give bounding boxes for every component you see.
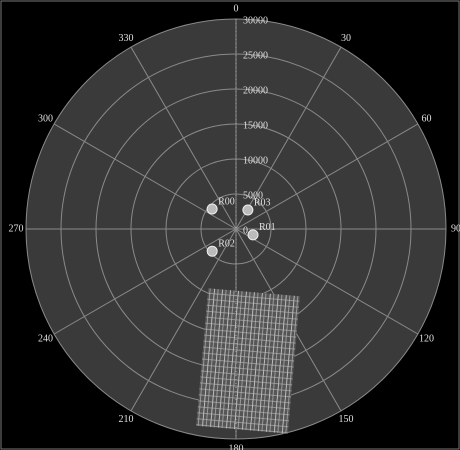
point-label: R01 xyxy=(259,222,276,233)
r-tick-label: 30000 xyxy=(243,15,268,26)
point xyxy=(207,204,217,214)
theta-tick-label: 180 xyxy=(229,443,244,450)
theta-tick-label: 330 xyxy=(119,33,134,44)
theta-tick-label: 240 xyxy=(38,333,53,344)
chart: 0500010000150002000025000300000306090120… xyxy=(0,0,460,450)
theta-tick-label: 30 xyxy=(341,33,351,44)
r-tick-label: 25000 xyxy=(243,50,268,61)
theta-tick-label: 0 xyxy=(234,3,239,14)
r-tick-label: 10000 xyxy=(243,155,268,166)
theta-tick-label: 210 xyxy=(119,414,134,425)
point xyxy=(243,205,253,215)
theta-tick-label: 270 xyxy=(9,223,24,234)
theta-tick-label: 60 xyxy=(422,113,432,124)
theta-tick-label: 120 xyxy=(419,333,434,344)
theta-tick-label: 90 xyxy=(451,223,460,234)
point xyxy=(207,246,217,256)
theta-tick-label: 300 xyxy=(38,113,53,124)
theta-tick-label: 150 xyxy=(339,414,354,425)
r-tick-label: 20000 xyxy=(243,85,268,96)
point-label: R02 xyxy=(218,238,235,249)
r-tick-label: 15000 xyxy=(243,120,268,131)
page: 0500010000150002000025000300000306090120… xyxy=(0,0,460,450)
point-label: R03 xyxy=(254,197,271,208)
sonar-image xyxy=(196,288,300,433)
r-tick-label: 0 xyxy=(243,225,248,236)
point-label: R00 xyxy=(218,196,235,207)
point xyxy=(248,230,258,240)
